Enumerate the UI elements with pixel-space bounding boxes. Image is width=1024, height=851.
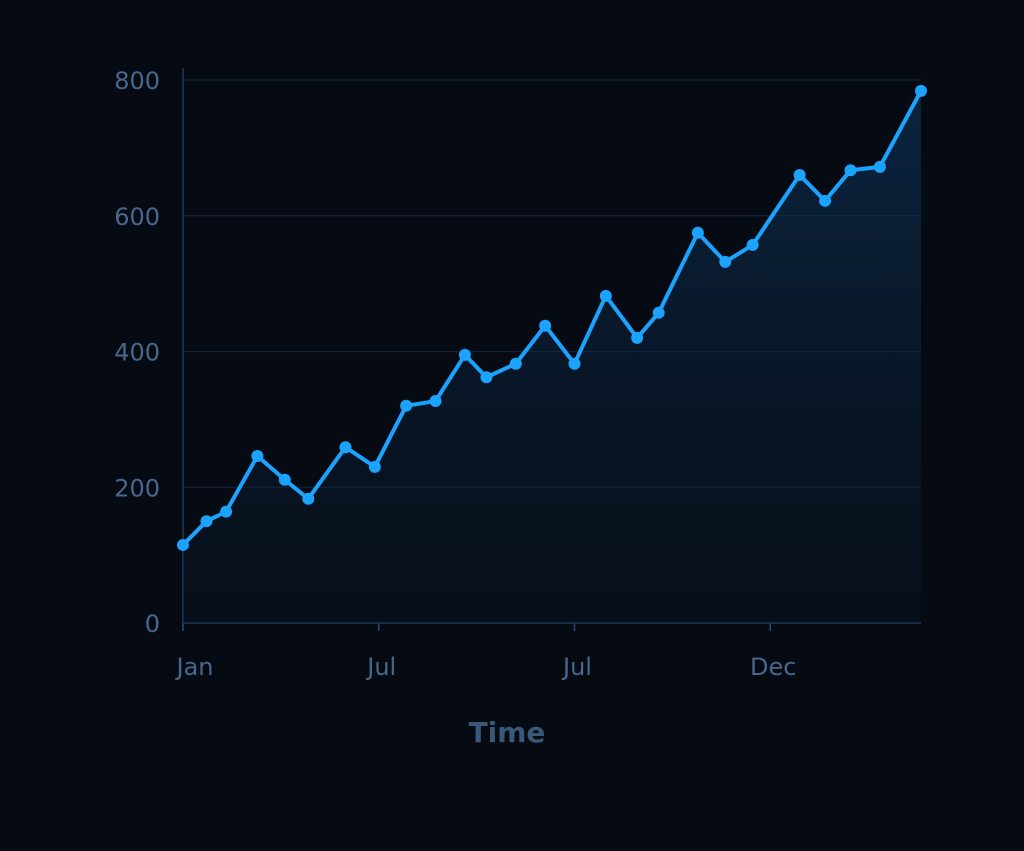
x-tick-label: Jan xyxy=(175,653,214,681)
point xyxy=(746,238,759,251)
point xyxy=(652,306,665,319)
point xyxy=(177,538,189,551)
y-tick-label: 200 xyxy=(114,474,160,502)
point xyxy=(873,160,886,173)
point xyxy=(844,164,857,177)
point xyxy=(200,515,213,528)
point xyxy=(819,194,832,207)
point xyxy=(719,255,732,268)
point xyxy=(793,169,806,182)
y-tick-label: 400 xyxy=(114,339,160,367)
x-tick-label: Dec xyxy=(750,653,796,681)
point xyxy=(599,289,612,302)
point xyxy=(368,460,381,473)
point xyxy=(339,441,352,454)
y-tick-label: 0 xyxy=(145,610,160,638)
point xyxy=(400,399,413,412)
x-axis-title: Time xyxy=(469,716,546,749)
point xyxy=(631,331,644,344)
point xyxy=(220,505,233,518)
point xyxy=(691,226,704,239)
point xyxy=(278,473,291,486)
point xyxy=(509,357,522,370)
y-tick-label: 800 xyxy=(114,67,160,95)
point xyxy=(302,492,315,505)
point xyxy=(915,84,927,97)
point xyxy=(480,371,493,384)
point xyxy=(539,319,552,332)
point xyxy=(251,450,264,463)
y-tick-label: 600 xyxy=(114,203,160,231)
point xyxy=(458,348,471,361)
x-tick-label: Jul xyxy=(365,653,396,681)
x-tick-label: Jul xyxy=(561,653,592,681)
point xyxy=(568,357,581,370)
point xyxy=(429,395,442,408)
area xyxy=(183,90,921,624)
